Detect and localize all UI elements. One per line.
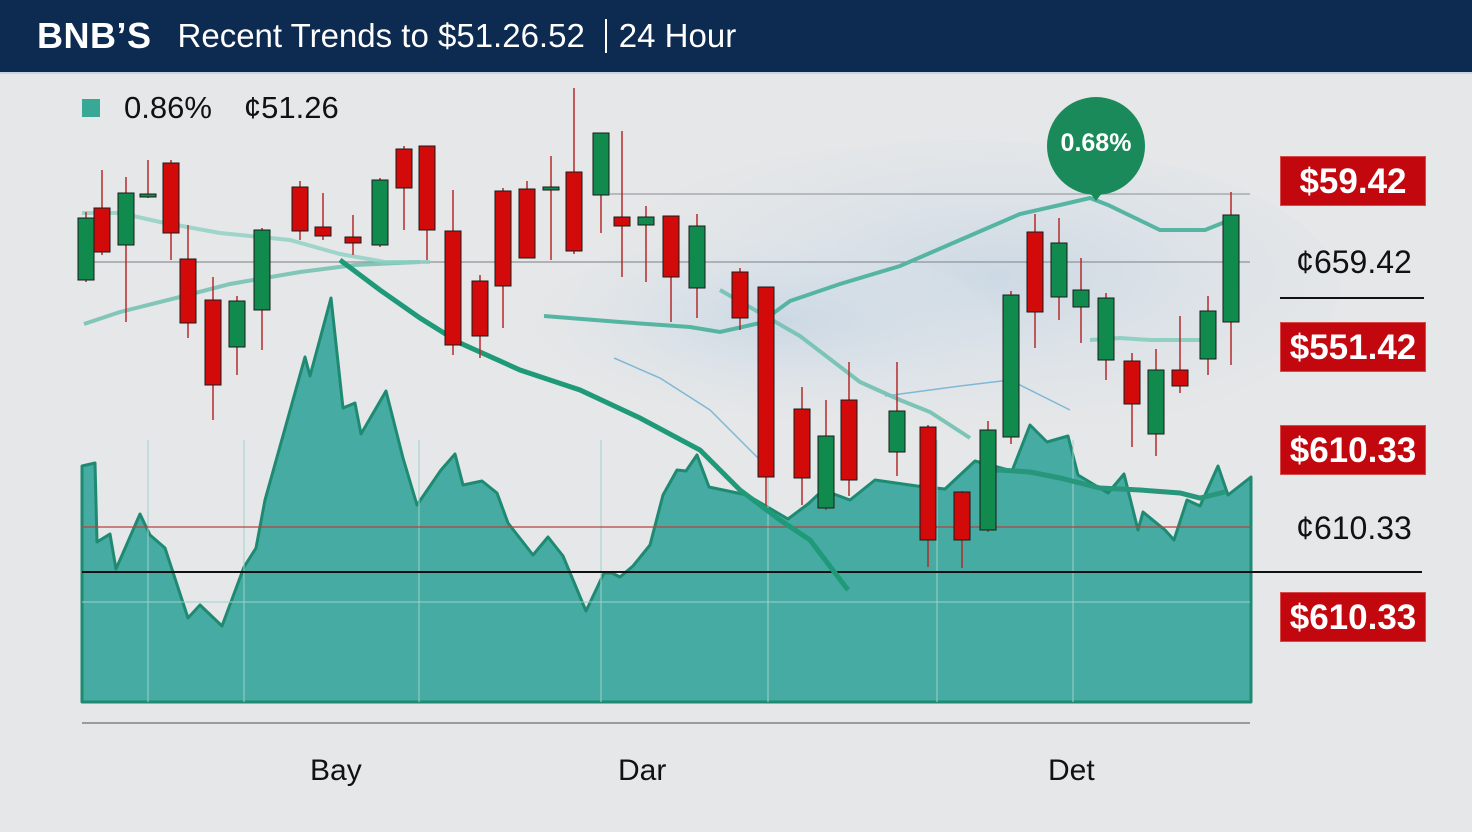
period-label: 24 Hour (618, 17, 737, 54)
candlestick (77, 212, 95, 282)
legend-change-pct: 0.86% (124, 90, 212, 125)
candlestick (1147, 349, 1165, 456)
price-tag-text: $610.33 (1289, 431, 1417, 470)
thin-blue-line (884, 379, 1071, 411)
candlestick (840, 362, 858, 496)
price-tag-text: ¢610.33 (1296, 510, 1412, 546)
price-tag-red: $59.42 (1280, 156, 1426, 206)
x-axis-label: Det (1048, 754, 1095, 787)
candlestick (662, 215, 680, 322)
price-tag-divider (1280, 297, 1424, 299)
ma-line-light (83, 260, 421, 326)
volume-area (80, 296, 1253, 704)
legend: 0.86% ¢51.26 (82, 90, 339, 126)
candlestick (888, 362, 906, 476)
candlestick (444, 190, 462, 355)
price-tag-text: ¢659.42 (1296, 244, 1412, 280)
candlestick (139, 160, 157, 198)
change-callout: 0.68% (1047, 97, 1145, 201)
candlestick (565, 88, 583, 254)
candlestick (204, 277, 222, 420)
thin-blue-line (613, 357, 761, 461)
ma-line-upper (543, 195, 1226, 335)
candlestick (1002, 291, 1020, 444)
candlestick (1050, 218, 1068, 320)
price-tag-plain: ¢610.33 (1284, 510, 1424, 547)
candlestick (117, 177, 135, 322)
candlestick (1072, 258, 1090, 343)
x-axis-label: Bay (310, 754, 362, 787)
price-tag-red: $551.42 (1280, 322, 1426, 372)
candlestick (93, 170, 111, 255)
candlestick (613, 131, 631, 277)
candlestick (179, 225, 197, 338)
candlestick (395, 146, 413, 230)
price-tag-text: $59.42 (1299, 162, 1407, 201)
ma-line-mid (719, 288, 972, 440)
candlestick (979, 421, 997, 532)
candlestick (1222, 192, 1240, 365)
candlestick (953, 491, 971, 568)
candlestick (471, 275, 489, 358)
candlestick (1026, 214, 1044, 348)
candlestick (291, 181, 309, 240)
change-callout-label: 0.68% (1060, 129, 1132, 157)
candlestick (1123, 353, 1141, 447)
price-tag-red: $610.33 (1280, 592, 1426, 642)
ma-line-lower (979, 467, 1226, 501)
candlestick (757, 286, 775, 505)
price-chart (77, 88, 1422, 724)
legend-price: ¢51.26 (243, 90, 339, 125)
brand-title: BNB’S (37, 15, 152, 56)
candlestick (731, 268, 749, 330)
price-tag-text: $610.33 (1289, 598, 1417, 637)
ma-line-main (338, 258, 850, 592)
chart-header: BNB’S Recent Trends to $51.26.52 24 Hour (0, 0, 1472, 74)
candlestick (314, 193, 332, 240)
candlestick (228, 296, 246, 375)
legend-swatch-icon (82, 99, 100, 117)
candlestick (518, 181, 536, 259)
candlestick (494, 188, 512, 328)
candlestick (371, 178, 389, 247)
chart-title: Recent Trends to $51.26.52 (177, 17, 585, 54)
candlestick (253, 228, 271, 350)
title-divider (604, 19, 607, 53)
candlestick (793, 387, 811, 505)
price-tag-plain: ¢659.42 (1284, 244, 1424, 281)
candlestick (542, 156, 560, 260)
candlestick (1199, 296, 1217, 375)
candlestick (344, 215, 362, 255)
price-tag-text: $551.42 (1289, 328, 1417, 367)
x-axis-label: Dar (618, 754, 667, 787)
candlestick (637, 206, 655, 282)
price-tag-red: $610.33 (1280, 425, 1426, 475)
candlestick (418, 145, 436, 260)
candlestick (592, 132, 610, 233)
candlestick (1171, 316, 1189, 393)
candlestick (919, 425, 937, 567)
candlestick (162, 160, 180, 260)
candlestick (688, 214, 706, 318)
candlestick (817, 400, 835, 510)
candlestick (1097, 293, 1115, 380)
